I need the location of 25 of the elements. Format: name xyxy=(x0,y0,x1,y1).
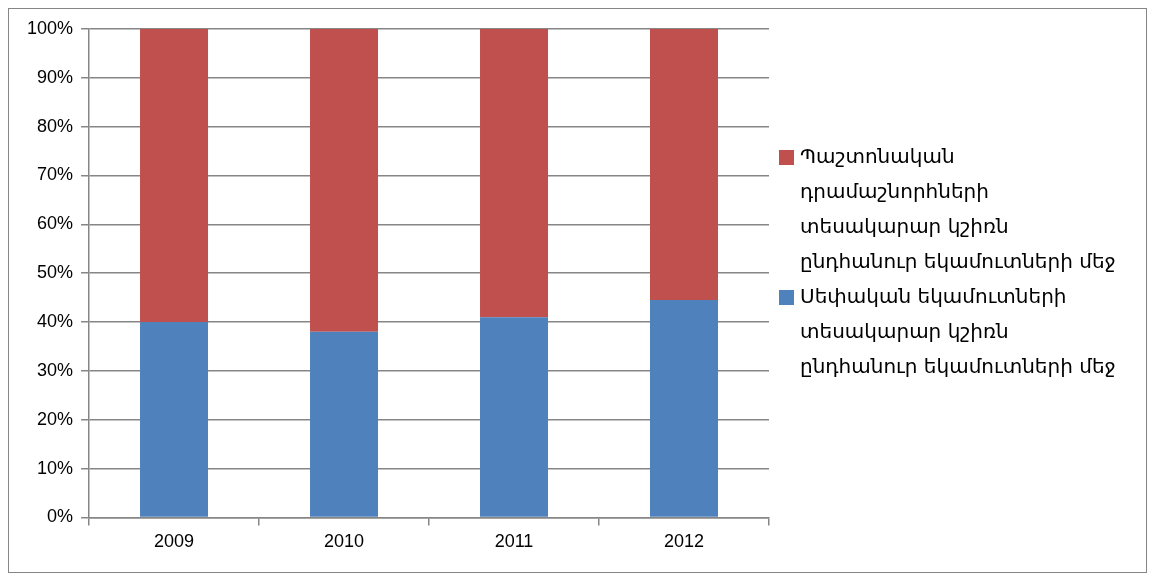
y-tick-label: 70% xyxy=(37,164,74,185)
y-tick-label: 0% xyxy=(47,506,74,527)
x-tick-label: 2010 xyxy=(324,531,365,552)
y-tick-label: 10% xyxy=(37,457,74,478)
y-tick-label: 60% xyxy=(37,213,74,234)
y-tick-label: 90% xyxy=(37,66,74,87)
y-tick-label: 80% xyxy=(37,115,74,136)
x-tick-label: 2012 xyxy=(663,531,705,552)
y-tick-label: 50% xyxy=(37,262,74,283)
x-tick-label: 2011 xyxy=(494,531,534,552)
bar xyxy=(650,29,718,301)
y-tick-label: 20% xyxy=(37,408,74,429)
x-tick-label: 2009 xyxy=(154,531,195,552)
bar xyxy=(480,29,549,318)
bar xyxy=(650,300,718,517)
bar xyxy=(310,29,379,332)
bar xyxy=(310,331,379,517)
bar xyxy=(480,317,549,517)
legend-label: Սեփական եկամուտների տեսակարար կշիռն ընդհանուր եկամուտների մեջ xyxy=(800,283,1117,380)
y-tick-label: 40% xyxy=(37,311,74,332)
legend-label: Պաշտոնական դրամաշնորհների տեսակարար կշիռն ընդհանուր եկամուտների մեջ xyxy=(800,143,1117,275)
bar xyxy=(140,322,209,517)
y-tick-label: 30% xyxy=(37,359,74,380)
y-tick-label: 100% xyxy=(26,17,74,38)
bar xyxy=(140,29,209,323)
